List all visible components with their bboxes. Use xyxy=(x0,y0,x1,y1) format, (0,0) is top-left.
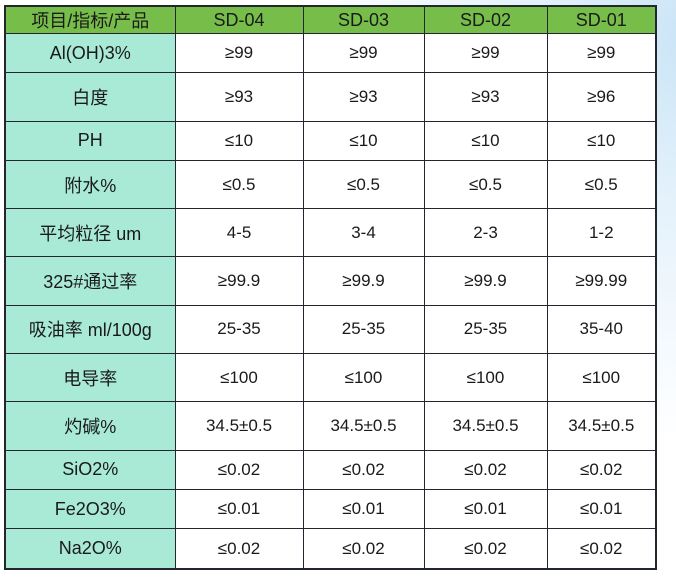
value-cell: ≤100 xyxy=(302,352,425,403)
value-cell: ≤0.5 xyxy=(174,159,304,210)
row-label: 325#通过率 xyxy=(4,256,176,306)
table-body: Al(OH)3% ≥99 ≥99 ≥99 ≥99 白度 ≥93 ≥93 ≥93 ≥96 PH ≤10 ≤… xyxy=(4,32,657,570)
value-cell: ≥99 xyxy=(546,32,657,74)
value-cell: 25-35 xyxy=(423,304,548,354)
table-row: 附水% ≤0.5 ≤0.5 ≤0.5 ≤0.5 xyxy=(4,159,657,210)
table-row: 灼碱% 34.5±0.5 34.5±0.5 34.5±0.5 34.5±0.5 xyxy=(4,401,657,451)
value-cell: 34.5±0.5 xyxy=(174,401,304,451)
row-label: Al(OH)3% xyxy=(4,32,176,74)
value-cell: ≤0.01 xyxy=(423,488,548,530)
value-cell: ≤0.01 xyxy=(174,488,304,530)
table-row: Fe2O3% ≤0.01 ≤0.01 ≤0.01 ≤0.01 xyxy=(4,488,657,530)
table-row: PH ≤10 ≤10 ≤10 ≤10 xyxy=(4,120,657,161)
value-cell: ≥99.9 xyxy=(423,256,548,306)
value-cell: 35-40 xyxy=(546,304,657,354)
value-cell: ≥99 xyxy=(302,32,425,74)
header-cell-product: SD-02 xyxy=(423,5,548,34)
value-cell: 2-3 xyxy=(423,208,548,258)
table-row: 吸油率 ml/100g 25-35 25-35 25-35 35-40 xyxy=(4,304,657,354)
value-cell: ≥99 xyxy=(423,32,548,74)
row-label: 白度 xyxy=(4,72,176,122)
value-cell: 4-5 xyxy=(174,208,304,258)
value-cell: ≤0.5 xyxy=(546,159,657,210)
value-cell: ≤0.01 xyxy=(302,488,425,530)
value-cell: ≤0.02 xyxy=(174,528,304,570)
row-label: Na2O% xyxy=(4,528,176,570)
value-cell: ≤0.02 xyxy=(423,528,548,570)
value-cell: ≤0.02 xyxy=(302,449,425,490)
value-cell: ≤0.02 xyxy=(546,449,657,490)
row-label: 电导率 xyxy=(4,352,176,403)
row-label: 附水% xyxy=(4,159,176,210)
table-row: 平均粒径 um 4-5 3-4 2-3 1-2 xyxy=(4,208,657,258)
row-label: 吸油率 ml/100g xyxy=(4,304,176,354)
table-row: Na2O% ≤0.02 ≤0.02 ≤0.02 ≤0.02 xyxy=(4,528,657,570)
value-cell: ≤100 xyxy=(423,352,548,403)
value-cell: ≤0.02 xyxy=(423,449,548,490)
value-cell: 25-35 xyxy=(174,304,304,354)
value-cell: ≥93 xyxy=(423,72,548,122)
value-cell: 1-2 xyxy=(546,208,657,258)
value-cell: ≤100 xyxy=(174,352,304,403)
value-cell: ≤0.01 xyxy=(546,488,657,530)
table-row: SiO2% ≤0.02 ≤0.02 ≤0.02 ≤0.02 xyxy=(4,449,657,490)
value-cell: ≤0.5 xyxy=(302,159,425,210)
value-cell: ≥93 xyxy=(174,72,304,122)
header-row: 项目/指标/产品 SD-04 SD-03 SD-02 SD-01 xyxy=(4,5,657,34)
row-label: PH xyxy=(4,120,176,161)
value-cell: ≥99.99 xyxy=(546,256,657,306)
value-cell: ≤0.02 xyxy=(174,449,304,490)
value-cell: ≤0.02 xyxy=(302,528,425,570)
value-cell: ≥96 xyxy=(546,72,657,122)
value-cell: ≤10 xyxy=(546,120,657,161)
value-cell: 34.5±0.5 xyxy=(302,401,425,451)
table-row: 白度 ≥93 ≥93 ≥93 ≥96 xyxy=(4,72,657,122)
value-cell: 3-4 xyxy=(302,208,425,258)
value-cell: ≥99.9 xyxy=(174,256,304,306)
table-row: 325#通过率 ≥99.9 ≥99.9 ≥99.9 ≥99.99 xyxy=(4,256,657,306)
value-cell: 25-35 xyxy=(302,304,425,354)
header-cell-items: 项目/指标/产品 xyxy=(4,5,176,34)
row-label: Fe2O3% xyxy=(4,488,176,530)
value-cell: 34.5±0.5 xyxy=(423,401,548,451)
table-row: 电导率 ≤100 ≤100 ≤100 ≤100 xyxy=(4,352,657,403)
row-label: 灼碱% xyxy=(4,401,176,451)
value-cell: ≥99.9 xyxy=(302,256,425,306)
row-label: SiO2% xyxy=(4,449,176,490)
value-cell: ≥93 xyxy=(302,72,425,122)
product-spec-table: 项目/指标/产品 SD-04 SD-03 SD-02 SD-01 Al(OH)3% ≥99… xyxy=(4,5,657,570)
header-cell-product: SD-01 xyxy=(546,5,657,34)
value-cell: ≤0.02 xyxy=(546,528,657,570)
table-row: Al(OH)3% ≥99 ≥99 ≥99 ≥99 xyxy=(4,32,657,74)
header-cell-product: SD-04 xyxy=(174,5,304,34)
spec-table: 项目/指标/产品 SD-04 SD-03 SD-02 SD-01 Al(OH)3% ≥99… xyxy=(4,5,657,570)
value-cell: ≥99 xyxy=(174,32,304,74)
value-cell: ≤0.5 xyxy=(423,159,548,210)
row-label: 平均粒径 um xyxy=(4,208,176,258)
value-cell: ≤10 xyxy=(302,120,425,161)
header-cell-product: SD-03 xyxy=(302,5,425,34)
value-cell: ≤100 xyxy=(546,352,657,403)
value-cell: ≤10 xyxy=(174,120,304,161)
value-cell: 34.5±0.5 xyxy=(546,401,657,451)
value-cell: ≤10 xyxy=(423,120,548,161)
